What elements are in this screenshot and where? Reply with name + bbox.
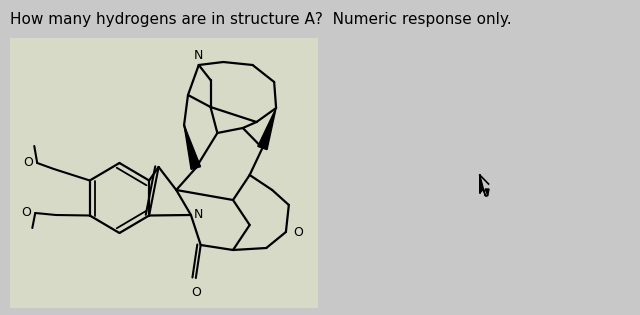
Polygon shape: [480, 175, 489, 196]
Text: N: N: [194, 49, 204, 62]
Polygon shape: [258, 108, 276, 150]
Text: O: O: [24, 157, 33, 169]
Text: O: O: [22, 207, 31, 220]
Bar: [10, 38, 318, 308]
Text: N: N: [194, 209, 204, 221]
Text: How many hydrogens are in structure A?  Numeric response only.: How many hydrogens are in structure A? N…: [10, 12, 511, 27]
Polygon shape: [184, 125, 200, 169]
Text: O: O: [191, 286, 201, 299]
Text: O: O: [292, 226, 303, 238]
